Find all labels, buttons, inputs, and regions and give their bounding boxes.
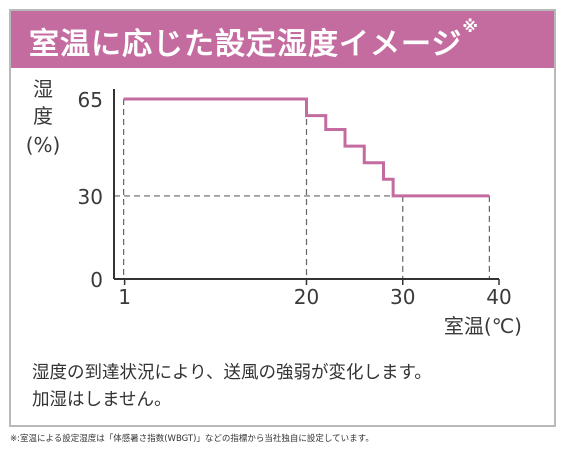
y-tick-label-30: 30: [78, 185, 103, 209]
x-axis-title: 室温(℃): [444, 314, 522, 338]
x-tick-label-1: 1: [118, 285, 131, 309]
y-tick-label-65: 65: [78, 88, 103, 112]
chart-title: 室温に応じた設定湿度イメージ※: [29, 17, 479, 63]
description: 湿度の到達状況により、送風の強弱が変化します。 加湿はしません。: [32, 360, 432, 414]
footnote: ※:室温による設定湿度は「体感暑さ指数(WBGT)」などの指標から当社独自に設定…: [10, 434, 374, 444]
x-tick-label-30: 30: [390, 285, 415, 309]
x-tick-label-40: 40: [486, 285, 511, 309]
chart-title-text: 室温に応じた設定湿度イメージ: [29, 27, 463, 62]
description-line-2: 加湿はしません。: [32, 390, 172, 410]
chart-card: 室温に応じた設定湿度イメージ※ 湿度の到達状況により、送風の強弱が変化します。 …: [9, 9, 556, 427]
y-tick-label-0: 0: [90, 268, 103, 292]
x-tick-label-20: 20: [294, 285, 319, 309]
humidity-line-series-0: [123, 97, 490, 198]
title-banner: 室温に応じた設定湿度イメージ※: [11, 11, 554, 68]
description-line-1: 湿度の到達状況により、送風の強弱が変化します。: [32, 363, 432, 383]
y-axis-title-line-1: 湿: [33, 77, 53, 101]
title-footnote-mark: ※: [462, 17, 479, 36]
y-axis-title-line-3: (%): [26, 133, 61, 157]
y-axis-title-line-2: 度: [33, 104, 53, 128]
